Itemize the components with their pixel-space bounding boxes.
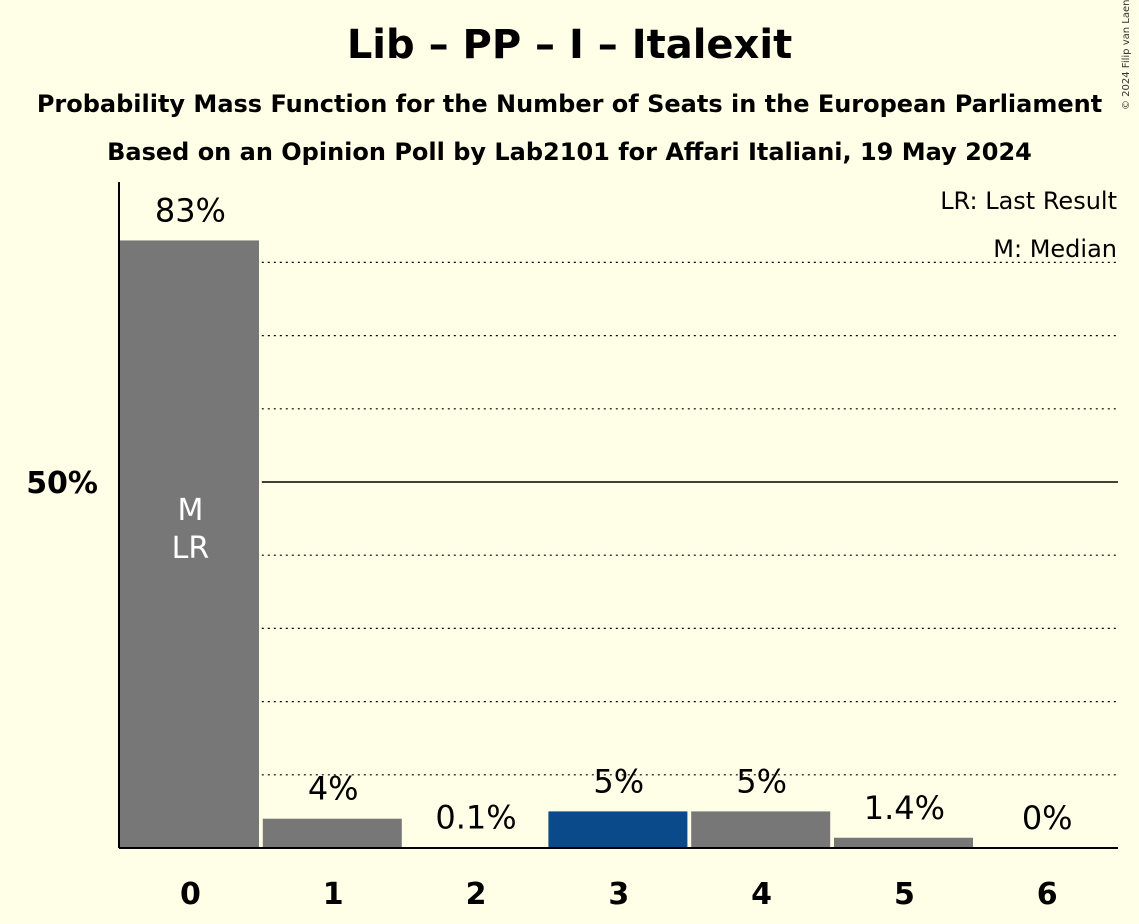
chart-subtitle: Probability Mass Function for the Number…	[36, 90, 1103, 118]
x-tick-label: 4	[751, 877, 772, 912]
axes: 0 1 2 3 4 5 6 50%	[26, 182, 1118, 912]
bar-value-label: 5%	[593, 762, 644, 800]
bar	[691, 811, 831, 848]
x-tick-label: 3	[608, 877, 629, 912]
bar-value-label: 83%	[155, 191, 226, 229]
y-tick-label: 50%	[26, 466, 98, 501]
bars	[120, 240, 973, 848]
chart-title: Lib – PP – I – Italexit	[346, 22, 793, 68]
bar-value-label: 0%	[1022, 799, 1073, 837]
bar	[548, 811, 688, 848]
bar-value-label: 4%	[308, 770, 359, 808]
gridlines	[261, 261, 1118, 776]
bar-value-label: 1.4%	[864, 789, 945, 827]
bar-value-label: 0.1%	[435, 798, 516, 836]
x-tick-label: 2	[466, 877, 487, 912]
bar	[834, 837, 973, 848]
median-marker: M	[177, 493, 203, 528]
bar	[120, 240, 259, 848]
x-tick-label: 6	[1037, 877, 1058, 912]
bar	[262, 818, 402, 848]
last-result-marker: LR	[172, 531, 210, 566]
bar-labels: 83% MLR 4% 0.1% 5% 5% 1.4% 0%	[155, 191, 1073, 837]
chart-source: Based on an Opinion Poll by Lab2101 for …	[107, 138, 1032, 166]
legend-last-result: LR: Last Result	[940, 187, 1117, 215]
x-tick-label: 5	[894, 877, 915, 912]
legend-median: M: Median	[993, 235, 1117, 263]
bar-value-label: 5%	[736, 762, 787, 800]
x-tick-label: 0	[180, 877, 201, 912]
x-tick-label: 1	[323, 877, 344, 912]
